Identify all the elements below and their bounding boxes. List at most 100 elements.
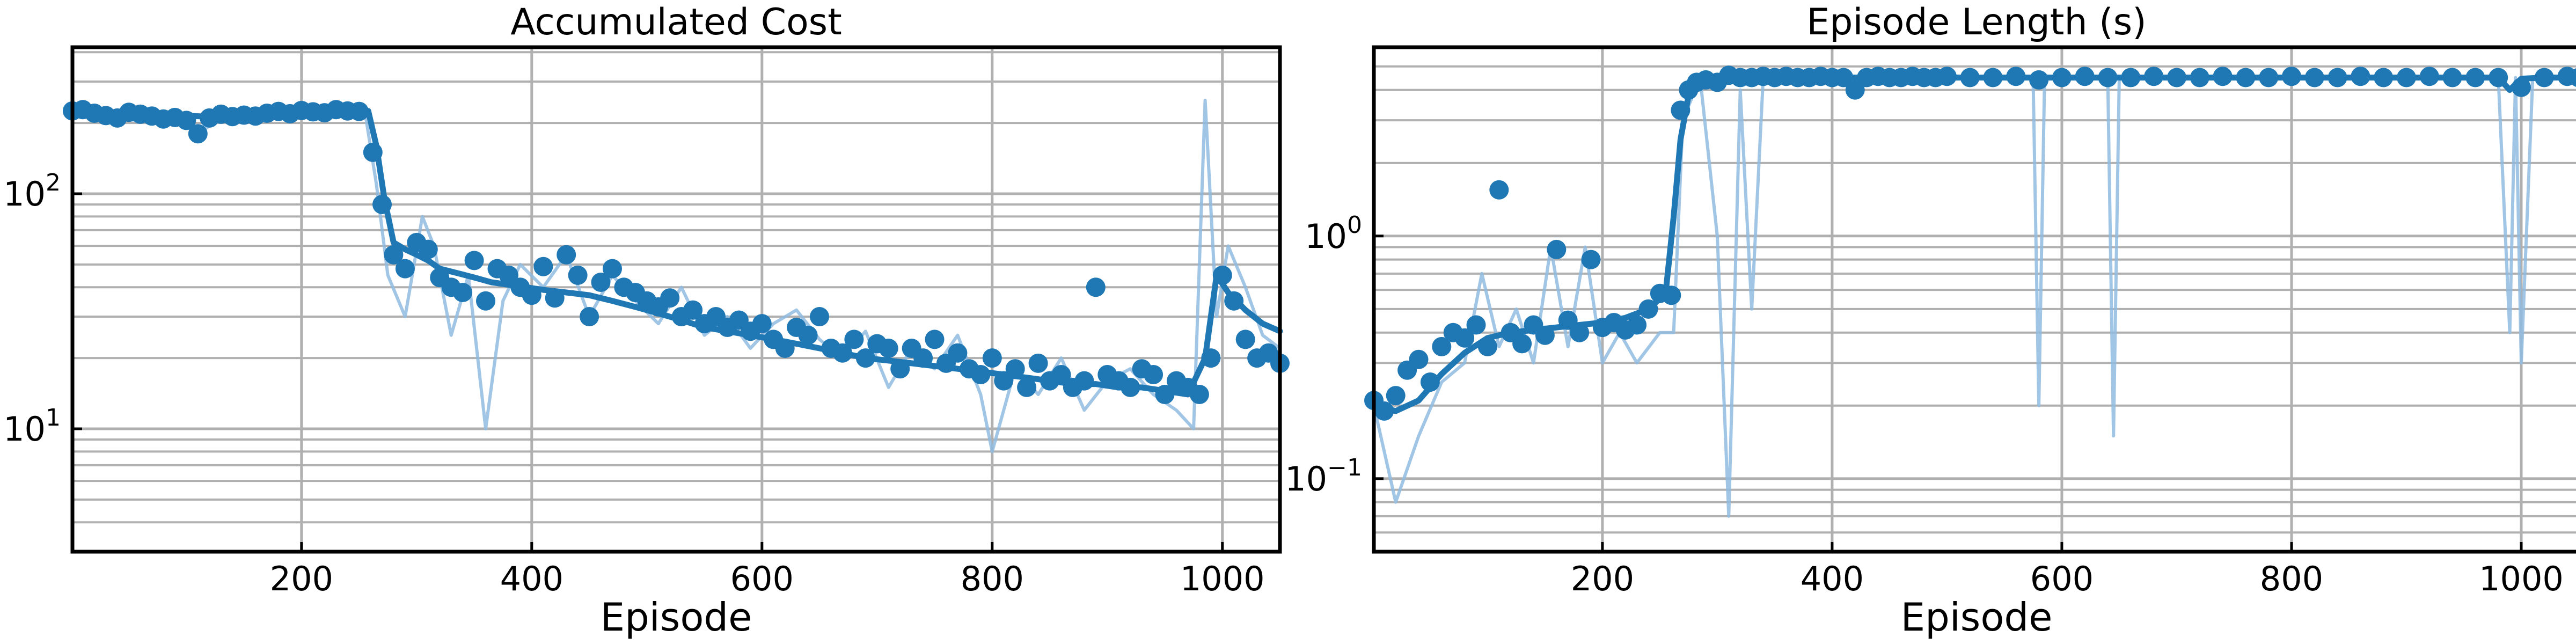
length-data-point <box>2489 68 2508 87</box>
length-y-tick-label: 100 <box>1305 211 1362 256</box>
length-data-point <box>1581 250 1601 269</box>
cost-data-point <box>580 307 599 326</box>
cost-smoothed-line <box>69 107 1283 398</box>
cost-data-point <box>1028 353 1048 373</box>
length-data-point <box>2374 68 2394 87</box>
cost-data-point <box>418 239 438 259</box>
cost-x-ticks: 200 400 600 800 1000 <box>270 542 1265 598</box>
cost-data-point <box>188 124 208 144</box>
length-data-point <box>1671 100 1690 120</box>
cost-data-point <box>372 195 392 214</box>
length-y-tick-label: 10−1 <box>1285 454 1362 499</box>
cost-data-point <box>660 288 680 308</box>
cost-data-point <box>1189 385 1209 404</box>
cost-data-point <box>591 273 611 292</box>
length-data-point <box>1489 180 1509 200</box>
length-data-point <box>1455 328 1475 348</box>
cost-data-point <box>775 339 795 358</box>
length-data-point <box>1535 325 1555 345</box>
length-data-point <box>2167 68 2186 87</box>
length-data-point <box>2442 68 2462 87</box>
cost-data-point <box>948 343 968 363</box>
cost-data-point <box>798 325 818 345</box>
cost-y-tick-label: 101 <box>3 404 61 449</box>
cost-data-point <box>925 330 945 349</box>
length-data-point <box>2328 68 2347 87</box>
cost-raw-series <box>71 98 1282 453</box>
cost-smoothed-series <box>69 107 1283 398</box>
length-data-point <box>1547 239 1567 259</box>
cost-chart-title: Accumulated Cost <box>510 1 842 43</box>
cost-data-point <box>844 330 864 349</box>
cost-x-tick-label: 200 <box>270 559 333 598</box>
length-data-point <box>1845 80 1865 100</box>
length-data-point <box>2006 67 2026 86</box>
length-data-point <box>1662 286 1681 305</box>
length-chart-grid <box>1374 46 2576 553</box>
length-data-point <box>1477 336 1497 356</box>
length-data-point <box>2213 67 2233 86</box>
cost-x-tick-label: 1000 <box>1180 559 1265 598</box>
length-x-tick-label: 1000 <box>2479 559 2564 598</box>
length-data-point <box>2304 68 2324 87</box>
cost-data-point <box>1051 365 1071 384</box>
cost-data-point <box>994 371 1014 391</box>
cost-data-point <box>1235 330 1255 349</box>
cost-data-point <box>1155 385 1175 404</box>
cost-data-point <box>1086 277 1106 297</box>
cost-x-tick-label: 800 <box>961 559 1024 598</box>
cost-x-axis-label: Episode <box>601 595 752 640</box>
cost-data-point <box>177 111 196 130</box>
length-data-point <box>1432 336 1452 356</box>
length-x-axis-label: Episode <box>1901 595 2053 640</box>
length-data-point <box>2534 68 2554 87</box>
length-x-ticks: 200 400 600 800 1000 <box>1571 542 2564 598</box>
length-data-point <box>2029 70 2049 90</box>
length-data-point <box>1386 386 1406 406</box>
cost-marker-series <box>63 100 1290 404</box>
cost-data-point <box>1201 348 1221 368</box>
length-data-point <box>2419 67 2439 86</box>
length-raw-series <box>1372 76 2576 518</box>
cost-data-point <box>1212 265 1232 285</box>
length-x-tick-label: 800 <box>2260 559 2323 598</box>
length-y-ticks: 10−1 100 <box>1285 211 1384 499</box>
cost-data-point <box>349 101 369 121</box>
cost-data-point <box>395 259 415 279</box>
cost-data-point <box>683 300 703 320</box>
cost-data-point <box>1121 377 1140 397</box>
length-data-point <box>2282 67 2301 86</box>
length-data-point <box>2465 68 2485 87</box>
length-marker-series <box>1364 65 2576 421</box>
cost-data-point <box>499 265 518 285</box>
length-data-point <box>2075 67 2095 86</box>
cost-chart-panel: Accumulated Cost 200 400 600 800 1000 101 102… <box>3 1 1290 640</box>
cost-data-point <box>832 343 852 363</box>
length-data-point <box>1834 68 1854 87</box>
length-data-point <box>1420 372 1440 392</box>
length-data-point <box>1512 334 1532 354</box>
length-data-point <box>1937 67 1957 86</box>
length-data-point <box>2144 67 2164 86</box>
cost-data-point <box>810 307 829 326</box>
cost-data-point <box>453 283 473 302</box>
length-data-point <box>2190 68 2209 87</box>
length-data-point <box>2397 68 2416 87</box>
cost-data-point <box>476 291 495 311</box>
length-chart-title: Episode Length (s) <box>1806 1 2146 43</box>
cost-data-point <box>1224 291 1244 311</box>
length-data-point <box>1960 68 1980 87</box>
cost-data-point <box>1017 377 1037 397</box>
length-data-point <box>2236 68 2256 87</box>
cost-data-point <box>533 257 553 276</box>
cost-data-point <box>522 286 541 305</box>
length-data-point <box>2259 68 2279 87</box>
cost-data-point <box>879 339 898 358</box>
length-x-tick-label: 600 <box>2030 559 2094 598</box>
cost-data-point <box>913 348 933 368</box>
length-x-tick-label: 400 <box>1801 559 1864 598</box>
length-data-point <box>2121 68 2141 87</box>
cost-data-point <box>971 365 991 384</box>
length-x-tick-label: 200 <box>1571 559 1634 598</box>
